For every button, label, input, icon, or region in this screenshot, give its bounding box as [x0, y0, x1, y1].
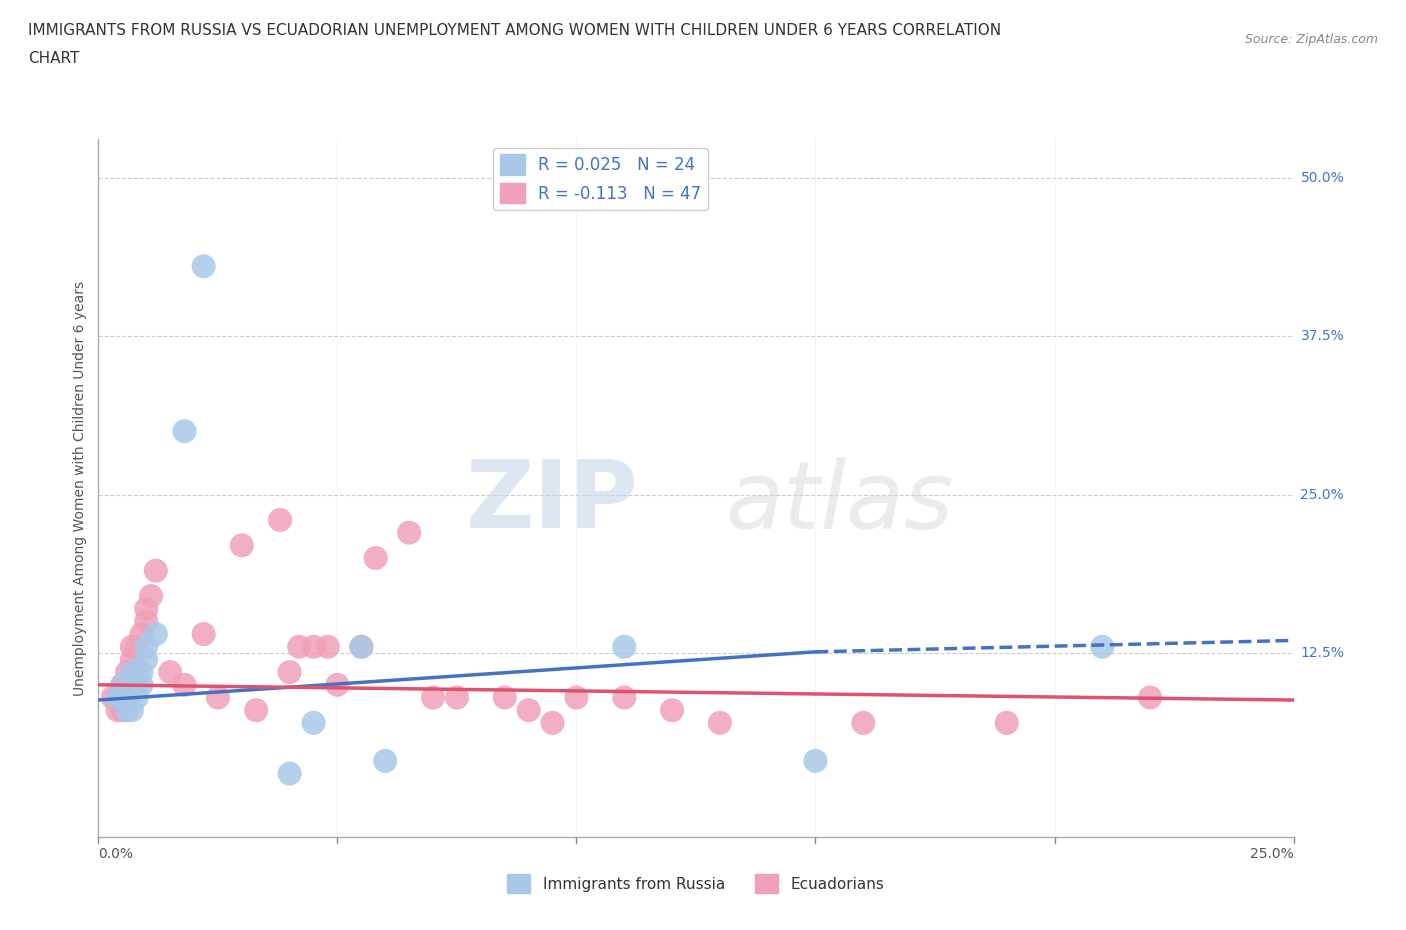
- Point: [107, 703, 129, 718]
- Point: [173, 677, 195, 692]
- Point: [145, 627, 167, 642]
- Text: 0.0%: 0.0%: [98, 847, 134, 861]
- Text: Source: ZipAtlas.com: Source: ZipAtlas.com: [1244, 33, 1378, 46]
- Point: [135, 652, 157, 667]
- Point: [115, 703, 138, 718]
- Point: [139, 589, 162, 604]
- Point: [159, 665, 181, 680]
- Point: [121, 639, 143, 654]
- Point: [995, 715, 1018, 730]
- Point: [135, 614, 157, 629]
- Legend: Immigrants from Russia, Ecuadorians: Immigrants from Russia, Ecuadorians: [502, 869, 890, 899]
- Point: [278, 766, 301, 781]
- Point: [115, 690, 138, 705]
- Point: [1091, 639, 1114, 654]
- Point: [125, 690, 148, 705]
- Point: [121, 677, 143, 692]
- Point: [852, 715, 875, 730]
- Point: [111, 677, 134, 692]
- Point: [125, 665, 148, 680]
- Text: atlas: atlas: [725, 457, 953, 548]
- Point: [422, 690, 444, 705]
- Point: [541, 715, 564, 730]
- Text: 12.5%: 12.5%: [1301, 646, 1344, 660]
- Point: [107, 690, 129, 705]
- Point: [316, 639, 339, 654]
- Y-axis label: Unemployment Among Women with Children Under 6 years: Unemployment Among Women with Children U…: [73, 281, 87, 696]
- Point: [131, 665, 153, 680]
- Point: [326, 677, 349, 692]
- Point: [111, 703, 134, 718]
- Point: [446, 690, 468, 705]
- Point: [111, 677, 134, 692]
- Point: [278, 665, 301, 680]
- Point: [131, 677, 153, 692]
- Text: CHART: CHART: [28, 51, 80, 66]
- Text: ZIP: ZIP: [467, 457, 638, 548]
- Point: [135, 639, 157, 654]
- Point: [709, 715, 731, 730]
- Point: [613, 690, 636, 705]
- Point: [374, 753, 396, 768]
- Point: [121, 677, 143, 692]
- Point: [494, 690, 516, 705]
- Point: [288, 639, 311, 654]
- Point: [245, 703, 267, 718]
- Point: [125, 677, 148, 692]
- Point: [111, 690, 134, 705]
- Point: [193, 259, 215, 273]
- Point: [115, 690, 138, 705]
- Text: 25.0%: 25.0%: [1250, 847, 1294, 861]
- Text: 25.0%: 25.0%: [1301, 487, 1344, 501]
- Point: [804, 753, 827, 768]
- Point: [350, 639, 373, 654]
- Point: [517, 703, 540, 718]
- Point: [115, 677, 138, 692]
- Point: [121, 665, 143, 680]
- Point: [121, 703, 143, 718]
- Point: [173, 424, 195, 439]
- Point: [269, 512, 291, 527]
- Point: [121, 652, 143, 667]
- Text: 50.0%: 50.0%: [1301, 170, 1344, 184]
- Point: [193, 627, 215, 642]
- Text: 37.5%: 37.5%: [1301, 329, 1344, 343]
- Point: [1139, 690, 1161, 705]
- Point: [350, 639, 373, 654]
- Point: [131, 627, 153, 642]
- Point: [565, 690, 588, 705]
- Point: [125, 639, 148, 654]
- Point: [135, 602, 157, 617]
- Point: [302, 639, 325, 654]
- Point: [231, 538, 253, 552]
- Point: [111, 690, 134, 705]
- Point: [107, 690, 129, 705]
- Point: [302, 715, 325, 730]
- Point: [364, 551, 387, 565]
- Point: [115, 665, 138, 680]
- Point: [398, 525, 420, 540]
- Point: [613, 639, 636, 654]
- Point: [661, 703, 683, 718]
- Point: [145, 564, 167, 578]
- Text: IMMIGRANTS FROM RUSSIA VS ECUADORIAN UNEMPLOYMENT AMONG WOMEN WITH CHILDREN UNDE: IMMIGRANTS FROM RUSSIA VS ECUADORIAN UNE…: [28, 23, 1001, 38]
- Point: [207, 690, 229, 705]
- Point: [101, 690, 124, 705]
